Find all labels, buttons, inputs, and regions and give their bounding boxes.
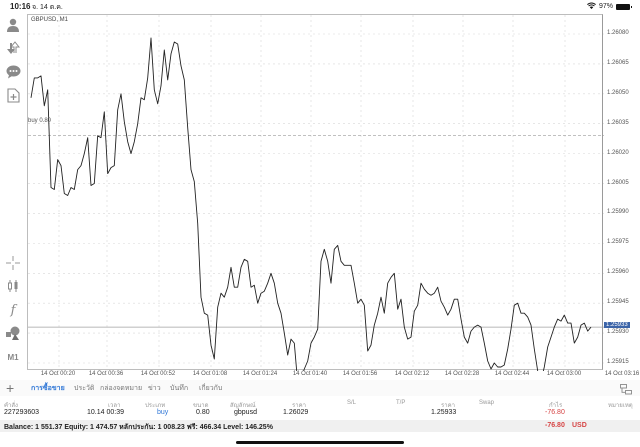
price-tick-label: 1.26005: [607, 179, 629, 186]
status-time: 10:16: [10, 2, 31, 11]
trade-icon[interactable]: [4, 39, 22, 57]
price-tick-label: 1.25990: [607, 209, 629, 216]
col-price: ราคา: [441, 403, 455, 409]
price-tick-label: 1.25960: [607, 269, 629, 276]
tab-mailbox[interactable]: กล่องจดหมาย: [100, 385, 143, 392]
col-comment: หมายเหตุ: [608, 403, 633, 409]
order-time: 10.14 00:39: [87, 409, 124, 416]
status-date: จ. 14 ต.ค.: [32, 4, 63, 11]
time-tick-label: 14 Oct 02:44: [494, 371, 530, 377]
bottom-tabs-bar: + การซื้อขาย ประวัติ กล่องจดหมาย ข่าว บั…: [0, 380, 640, 396]
time-tick-label: 14 Oct 01:40: [292, 371, 328, 377]
buy-line-label: buy 0.80: [28, 118, 52, 124]
tab-trade[interactable]: การซื้อขาย: [31, 385, 65, 392]
time-tick-label: 14 Oct 00:52: [140, 371, 176, 377]
candlestick-icon[interactable]: [4, 277, 22, 295]
price-tick-label: 1.26050: [607, 89, 629, 96]
chart-canvas: [28, 15, 604, 371]
time-axis: 14 Oct 00:20 14 Oct 00:36 14 Oct 00:52 14 O…: [27, 370, 640, 380]
order-current-price: 1.25933: [431, 409, 457, 416]
chart-symbol-title: GBPUSD, M1: [31, 17, 69, 23]
order-type: buy: [157, 409, 169, 416]
time-tick-label: 14 Oct 02:12: [394, 371, 430, 377]
col-time: เวลา: [108, 403, 121, 409]
col-sl: S/L: [347, 400, 357, 406]
price-tick-label: 1.26035: [607, 119, 629, 126]
home-indicator: [236, 441, 404, 444]
col-order: คำสั่ง: [4, 403, 18, 409]
price-tick-label: 1.26080: [607, 30, 629, 36]
price-tick-label: 1.25945: [607, 299, 629, 306]
account-icon[interactable]: [4, 16, 22, 34]
time-tick-label: 14 Oct 00:20: [40, 371, 76, 377]
price-chart[interactable]: GBPUSD, M1: [27, 14, 604, 371]
col-size: ขนาด: [193, 403, 209, 409]
status-bar: 10:16 จ. 14 ต.ค. 97%: [0, 0, 640, 14]
col-profit: กำไร: [549, 403, 563, 409]
balance-text: Balance: 1 551.37 Equity: 1 474.57 หลักป…: [4, 424, 273, 431]
left-toolbar: f M1: [0, 14, 26, 369]
col-tp: T/P: [396, 400, 406, 406]
col-type: ประเภท: [145, 403, 166, 409]
price-tick-label: 1.26065: [607, 59, 629, 66]
tab-about[interactable]: เกี่ยวกับ: [199, 385, 223, 392]
order-profit: -76.80: [545, 409, 565, 416]
order-symbol: gbpusd: [234, 409, 257, 416]
tab-history[interactable]: ประวัติ: [74, 385, 95, 392]
order-id: 227293603: [4, 409, 40, 416]
timeframe-button[interactable]: M1: [7, 352, 19, 362]
crosshair-icon[interactable]: [4, 254, 22, 272]
time-tick-label: 14 Oct 03:00: [546, 371, 582, 377]
new-document-icon[interactable]: [4, 86, 22, 104]
time-tick-label: 14 Oct 00:36: [88, 371, 124, 377]
time-tick-label: 14 Oct 01:24: [242, 371, 278, 377]
price-axis: 1.26080 1.26065 1.26050 1.26035 1.26020 1.260…: [603, 14, 640, 370]
indicator-icon[interactable]: f: [10, 302, 16, 318]
col-symbol: สัญลักษณ์: [230, 403, 256, 409]
time-tick-label: 14 Oct 01:08: [192, 371, 228, 377]
chat-icon[interactable]: [4, 63, 22, 81]
price-tick-label: 1.26020: [607, 149, 629, 156]
wifi-icon: [587, 2, 596, 11]
status-right: 97%: [587, 2, 632, 11]
battery-icon: [616, 3, 632, 10]
orders-table-header: คำสั่ง เวลา ประเภท ขนาด สัญลักษณ์ ราคา S…: [0, 398, 640, 409]
layout-toggle-icon[interactable]: [620, 382, 632, 395]
profit-currency: USD: [572, 422, 587, 429]
battery-percent: 97%: [598, 3, 613, 10]
current-price-tag: 1.25933: [604, 322, 630, 329]
price-tick-label: 1.25915: [607, 359, 629, 365]
time-tick-label: 14 Oct 03:16: [604, 371, 640, 377]
price-tick-label: 1.25930: [607, 329, 629, 336]
tab-news[interactable]: ข่าว: [148, 385, 161, 392]
time-tick-label: 14 Oct 01:56: [342, 371, 378, 377]
tab-journal[interactable]: บันทึก: [170, 385, 189, 392]
order-open-price: 1.26029: [283, 409, 309, 416]
order-size: 0.80: [196, 409, 210, 416]
total-profit: -76.80: [545, 422, 565, 429]
col-open-price: ราคา: [292, 403, 306, 409]
objects-icon[interactable]: [4, 324, 22, 342]
add-icon[interactable]: +: [6, 380, 15, 396]
order-row[interactable]: 227293603 10.14 00:39 buy 0.80 gbpusd 1.…: [0, 407, 640, 420]
price-tick-label: 1.25975: [607, 239, 629, 246]
balance-summary: Balance: 1 551.37 Equity: 1 474.57 หลักป…: [0, 420, 640, 432]
time-tick-label: 14 Oct 02:28: [444, 371, 480, 377]
col-swap: Swap: [479, 400, 495, 406]
